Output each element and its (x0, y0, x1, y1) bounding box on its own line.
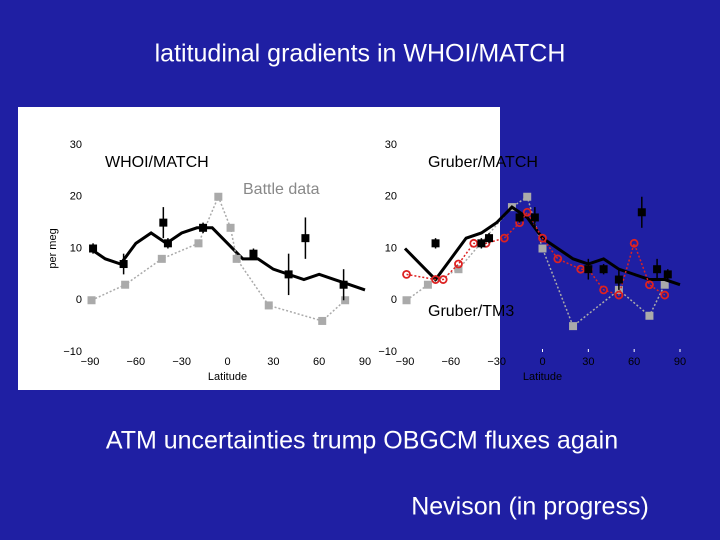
data-point (159, 218, 168, 227)
y-tick-label: 30 (385, 139, 397, 151)
data-point (522, 207, 532, 217)
x-tick-label: −90 (81, 356, 100, 368)
data-point (264, 301, 273, 310)
data-point (89, 244, 98, 253)
data-point (538, 244, 547, 253)
data-point (584, 265, 593, 274)
data-point (454, 265, 463, 274)
x-tick-label: 60 (628, 356, 640, 368)
x-tick-label: −60 (441, 356, 460, 368)
annotation: WHOI/MATCH (105, 154, 209, 171)
data-point (614, 290, 624, 300)
data-point (402, 296, 411, 305)
data-point (599, 265, 608, 274)
data-point (499, 233, 509, 243)
x-axis-label: Latitude (208, 371, 247, 383)
credit: Nevison (in progress) (411, 493, 649, 521)
series-line (91, 194, 346, 322)
data-point (87, 296, 96, 305)
data-point (438, 275, 448, 284)
data-point (121, 280, 130, 289)
y-tick-label: −10 (63, 346, 82, 358)
y-tick-label: 0 (76, 294, 82, 306)
data-point (614, 275, 623, 284)
y-tick-label: 10 (70, 242, 82, 254)
data-point (157, 254, 166, 263)
data-point (569, 322, 578, 331)
data-point (653, 265, 662, 274)
data-point (284, 270, 293, 279)
x-tick-label: −60 (126, 356, 145, 368)
caption: ATM uncertainties trump OBGCM fluxes aga… (106, 427, 618, 455)
data-point (523, 192, 532, 201)
data-point (163, 239, 172, 248)
data-point (339, 280, 348, 289)
data-point (341, 296, 350, 305)
x-tick-label: −30 (172, 356, 191, 368)
data-point (660, 290, 670, 300)
data-point (402, 269, 411, 279)
slide-title: latitudinal gradients in WHOI/MATCH (155, 40, 566, 68)
data-point (660, 280, 669, 289)
data-point (232, 254, 241, 263)
data-point (477, 239, 486, 248)
data-point (214, 192, 223, 201)
y-tick-label: 0 (391, 294, 397, 306)
series-line (89, 226, 366, 292)
figure-panel (18, 107, 500, 390)
data-point (538, 233, 547, 243)
data-point (469, 238, 479, 248)
data-point (645, 311, 654, 320)
data-point (485, 234, 494, 243)
x-axis-label: Latitude (523, 371, 562, 383)
data-point (194, 239, 203, 248)
x-tick-label: 30 (267, 356, 279, 368)
x-tick-label: −90 (396, 356, 415, 368)
data-point (301, 234, 310, 243)
x-tick-label: 90 (359, 356, 371, 368)
data-point (249, 249, 258, 258)
data-point (637, 208, 646, 217)
data-point (515, 213, 524, 222)
x-tick-label: 90 (674, 356, 686, 368)
data-point (454, 259, 463, 269)
y-tick-label: 20 (385, 191, 397, 203)
x-tick-label: 30 (582, 356, 594, 368)
x-tick-label: 0 (539, 356, 545, 368)
data-point (553, 254, 563, 264)
data-point (423, 280, 432, 289)
data-point (645, 280, 654, 290)
data-point (629, 238, 639, 248)
y-tick-label: −10 (378, 346, 397, 358)
annotation: Gruber/TM3 (428, 303, 514, 320)
x-tick-label: 0 (224, 356, 230, 368)
data-point (199, 223, 208, 232)
annotation: Gruber/MATCH (428, 154, 538, 171)
data-point (599, 285, 609, 295)
x-tick-label: 60 (313, 356, 325, 368)
data-point (431, 239, 440, 248)
annotation: Battle data (243, 181, 320, 198)
y-tick-label: 20 (70, 191, 82, 203)
y-tick-label: 10 (385, 242, 397, 254)
data-point (318, 316, 327, 325)
data-point (119, 260, 128, 269)
data-point (530, 213, 539, 222)
y-axis-label: per meg (47, 228, 59, 268)
y-tick-label: 30 (70, 139, 82, 151)
data-point (663, 270, 672, 279)
data-point (226, 223, 235, 232)
x-tick-label: −30 (487, 356, 506, 368)
